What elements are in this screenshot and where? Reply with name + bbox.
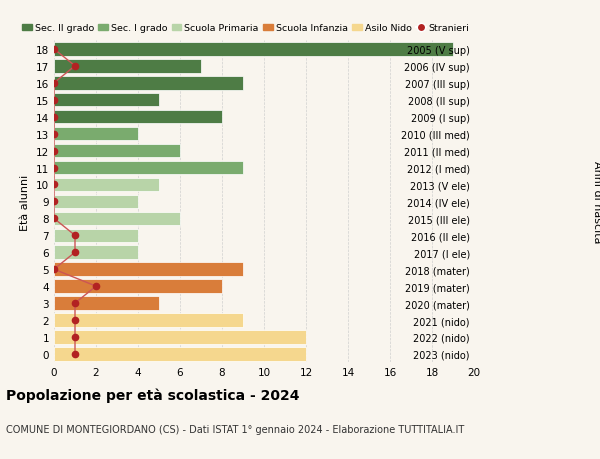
- Y-axis label: Età alunni: Età alunni: [20, 174, 31, 230]
- Bar: [54, 229, 138, 242]
- Bar: [54, 43, 453, 56]
- Text: COMUNE DI MONTEGIORDANO (CS) - Dati ISTAT 1° gennaio 2024 - Elaborazione TUTTITA: COMUNE DI MONTEGIORDANO (CS) - Dati ISTA…: [6, 425, 464, 435]
- Bar: [54, 94, 159, 107]
- Bar: [54, 111, 222, 124]
- Bar: [54, 195, 138, 209]
- Bar: [54, 280, 222, 293]
- Bar: [54, 246, 138, 259]
- Bar: [54, 347, 306, 361]
- Bar: [54, 212, 180, 226]
- Bar: [54, 145, 180, 158]
- Text: Anni di nascita: Anni di nascita: [592, 161, 600, 243]
- Legend: Sec. II grado, Sec. I grado, Scuola Primaria, Scuola Infanzia, Asilo Nido, Stran: Sec. II grado, Sec. I grado, Scuola Prim…: [22, 24, 469, 34]
- Bar: [54, 263, 243, 276]
- Bar: [54, 178, 159, 192]
- Bar: [54, 313, 243, 327]
- Bar: [54, 297, 159, 310]
- Text: Popolazione per età scolastica - 2024: Popolazione per età scolastica - 2024: [6, 388, 299, 403]
- Bar: [54, 60, 201, 73]
- Bar: [54, 330, 306, 344]
- Bar: [54, 128, 138, 141]
- Bar: [54, 162, 243, 175]
- Bar: [54, 77, 243, 90]
